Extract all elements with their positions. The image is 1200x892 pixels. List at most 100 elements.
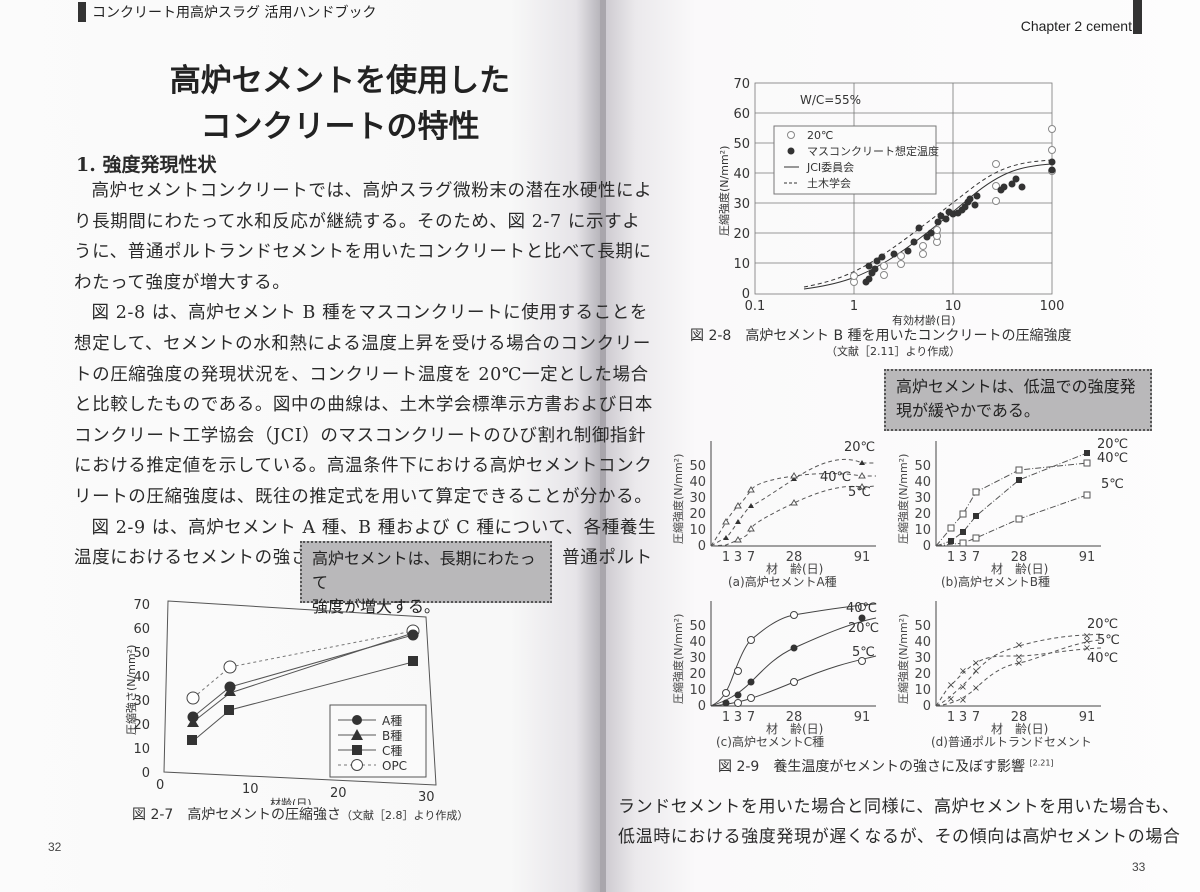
- text-line: トの圧縮強度の発現状況を、コンクリート温度を 20℃一定とした場合: [74, 364, 649, 385]
- callout-line: 強度が増大する。: [312, 597, 441, 616]
- text-line: リートの圧縮強度は、既往の推定式を用いて算定できることが分かる。: [74, 486, 653, 507]
- legend-mass: マスコンクリート想定温度: [807, 144, 939, 158]
- f29d-title: (d)普通ポルトランドセメント: [931, 735, 1092, 749]
- legend-20c: 20℃: [807, 129, 833, 142]
- svg-text:10: 10: [133, 742, 150, 757]
- running-head-right: Chapter 2 cement: [1020, 18, 1132, 34]
- f29a-ylabel: 圧縮強度(N/mm²): [671, 454, 685, 544]
- svg-text:20: 20: [133, 718, 150, 733]
- legend-b: B種: [382, 729, 402, 743]
- temp-label: 40℃: [820, 470, 851, 485]
- figure-2-8-caption: 図 2-8 高炉セメント B 種を用いたコンクリートの圧縮強度: [690, 328, 1072, 344]
- chart-b: 圧縮強度(N/mm²) 材 齢(日) (b)高炉セメントB種 20℃ 40℃ 5…: [896, 437, 1128, 589]
- caption-reference: [2.21]: [1029, 758, 1054, 768]
- callout-low-temp: 高炉セメントは、低温での強度発 現が緩やかである。: [884, 369, 1152, 431]
- svg-text:10: 10: [242, 782, 259, 797]
- temp-label: 20℃: [848, 621, 879, 636]
- chart-a: 圧縮強度(N/mm²) 材 齢(日) (a)高炉セメントA種 20℃ 40℃ 5…: [671, 440, 877, 589]
- svg-text:10: 10: [945, 299, 962, 314]
- svg-text:×: ×: [959, 682, 967, 693]
- f29a-title: (a)高炉セメントA種: [728, 574, 837, 589]
- svg-text:×: ×: [972, 666, 980, 677]
- running-head-left: コンクリート用高炉スラグ 活用ハンドブック: [78, 2, 376, 22]
- temp-label: 40℃: [1087, 651, 1118, 666]
- svg-text:70: 70: [133, 598, 150, 613]
- chart-d: 圧縮強度(N/mm²) 材 齢(日) (d)普通ポルトランドセメント ×××××…: [896, 600, 1120, 749]
- f29d-ylabel: 圧縮強度(N/mm²): [896, 614, 910, 704]
- svg-text:1: 1: [850, 299, 858, 314]
- running-head-marker-right: [1133, 0, 1142, 34]
- svg-text:0: 0: [156, 778, 164, 793]
- f27-xlabel: 材齢(日): [270, 796, 312, 805]
- f29d-xlabel: 材 齢(日): [991, 721, 1048, 736]
- svg-text:0.1: 0.1: [745, 299, 766, 314]
- text-line: 低温時における強度発現が遅くなるが、その傾向は高炉セメントの場合: [618, 827, 1181, 847]
- svg-text:30: 30: [733, 197, 750, 212]
- f28-wc-annotation: W/C=55%: [800, 93, 861, 107]
- svg-text:×: ×: [1015, 652, 1023, 663]
- text-line: における推定値を示している。高温条件下における高炉セメントコンク: [74, 456, 653, 477]
- f29b-title: (b)高炉セメントB種: [941, 574, 1050, 589]
- f29b-xlabel: 材 齢(日): [991, 561, 1048, 576]
- chart-c: 圧縮強度(N/mm²) 材 齢(日) (c)高炉セメントC種 40℃ 20℃ 5…: [671, 600, 879, 749]
- temp-label: 20℃: [1097, 437, 1128, 452]
- running-head-marker: [78, 2, 86, 22]
- text-line: うに、普通ポルトランドセメントを用いたコンクリートと比べて長期に: [74, 242, 652, 263]
- svg-text:×: ×: [972, 658, 980, 669]
- figure-2-7-caption: 図 2-7 高炉セメントの圧縮強さ（文献［2.8］より作成）: [132, 804, 468, 824]
- legend-opc: OPC: [382, 759, 407, 773]
- f29c-title: (c)高炉セメントC種: [716, 734, 824, 749]
- svg-text:×: ×: [1083, 636, 1091, 647]
- svg-text:60: 60: [133, 622, 150, 637]
- text-line: 想定して、セメントの水和熱による温度上昇を受ける場合のコンクリー: [74, 333, 651, 354]
- svg-text:20: 20: [330, 786, 347, 801]
- svg-text:×: ×: [1015, 640, 1023, 651]
- svg-text:×: ×: [1083, 643, 1091, 654]
- text-line: 図 2-8 は、高炉セメント B 種をマスコンクリートに使用することを: [91, 303, 648, 324]
- temp-label: 5℃: [1101, 477, 1124, 492]
- f29c-xlabel: 材 齢(日): [766, 721, 823, 736]
- svg-text:50: 50: [733, 137, 750, 152]
- book-gutter: [600, 0, 606, 892]
- figure-2-9-caption: 図 2-9 養生温度がセメントの強さに及ぼす影響 [2.21]: [718, 756, 1054, 776]
- svg-text:×: ×: [1015, 658, 1023, 669]
- text-line: わたって強度が増大する。: [74, 272, 291, 293]
- svg-text:40: 40: [733, 167, 750, 182]
- svg-text:0: 0: [142, 766, 150, 781]
- left-page: [0, 0, 600, 892]
- caption-text: 図 2-7 高炉セメントの圧縮強さ: [132, 807, 342, 823]
- svg-text:×: ×: [947, 694, 955, 705]
- svg-text:30: 30: [133, 694, 150, 709]
- title-line-1: 高炉セメントを使用した: [169, 63, 511, 99]
- chapter-title: 高炉セメントを使用した コンクリートの特性: [130, 58, 550, 150]
- text-line: 図 2-9 は、高炉セメント A 種、B 種および C 種について、各種養生: [91, 517, 657, 538]
- f28-ylabel: 圧縮強度(N/mm²): [717, 146, 731, 236]
- svg-text:×: ×: [959, 666, 967, 677]
- f29a-xlabel: 材 齢(日): [766, 561, 823, 576]
- legend-c: C種: [382, 744, 402, 758]
- f28-xlabel: 有効材齢(日): [892, 313, 956, 326]
- title-line-2: コンクリートの特性: [200, 109, 480, 145]
- temp-label: 40℃: [1097, 451, 1128, 466]
- svg-text:70: 70: [733, 77, 750, 92]
- svg-text:30: 30: [418, 790, 435, 805]
- temp-label: 5℃: [848, 485, 871, 500]
- callout-line: 現が緩やかである。: [896, 401, 1040, 420]
- legend-a: A種: [382, 714, 402, 728]
- figure-2-7-chart: 70 60 50 40 30 20 10 0 0 10 20 30 材齢(日) 圧縮強さ(N/mm…: [124, 598, 437, 805]
- text-line: 高炉セメントコンクリートでは、高炉スラグ微粉末の潜在水硬性によ: [91, 181, 653, 201]
- svg-text:50: 50: [133, 646, 150, 661]
- temp-label: 5℃: [1097, 633, 1120, 648]
- svg-text:20: 20: [733, 227, 750, 242]
- f27-ylabel: 圧縮強さ(N/mm²): [124, 645, 138, 735]
- temp-label: 40℃: [846, 601, 877, 616]
- temp-label: 5℃: [852, 645, 875, 660]
- page-number-left: 32: [48, 840, 62, 854]
- figure-2-8-source: （文献［2.11］より作成）: [826, 345, 961, 358]
- svg-text:60: 60: [733, 107, 750, 122]
- svg-text:×: ×: [972, 683, 980, 694]
- svg-text:0: 0: [742, 287, 750, 302]
- page-number-right: 33: [1132, 860, 1146, 874]
- svg-text:100: 100: [1040, 299, 1065, 314]
- caption-source: （文献［2.8］より作成）: [341, 809, 469, 822]
